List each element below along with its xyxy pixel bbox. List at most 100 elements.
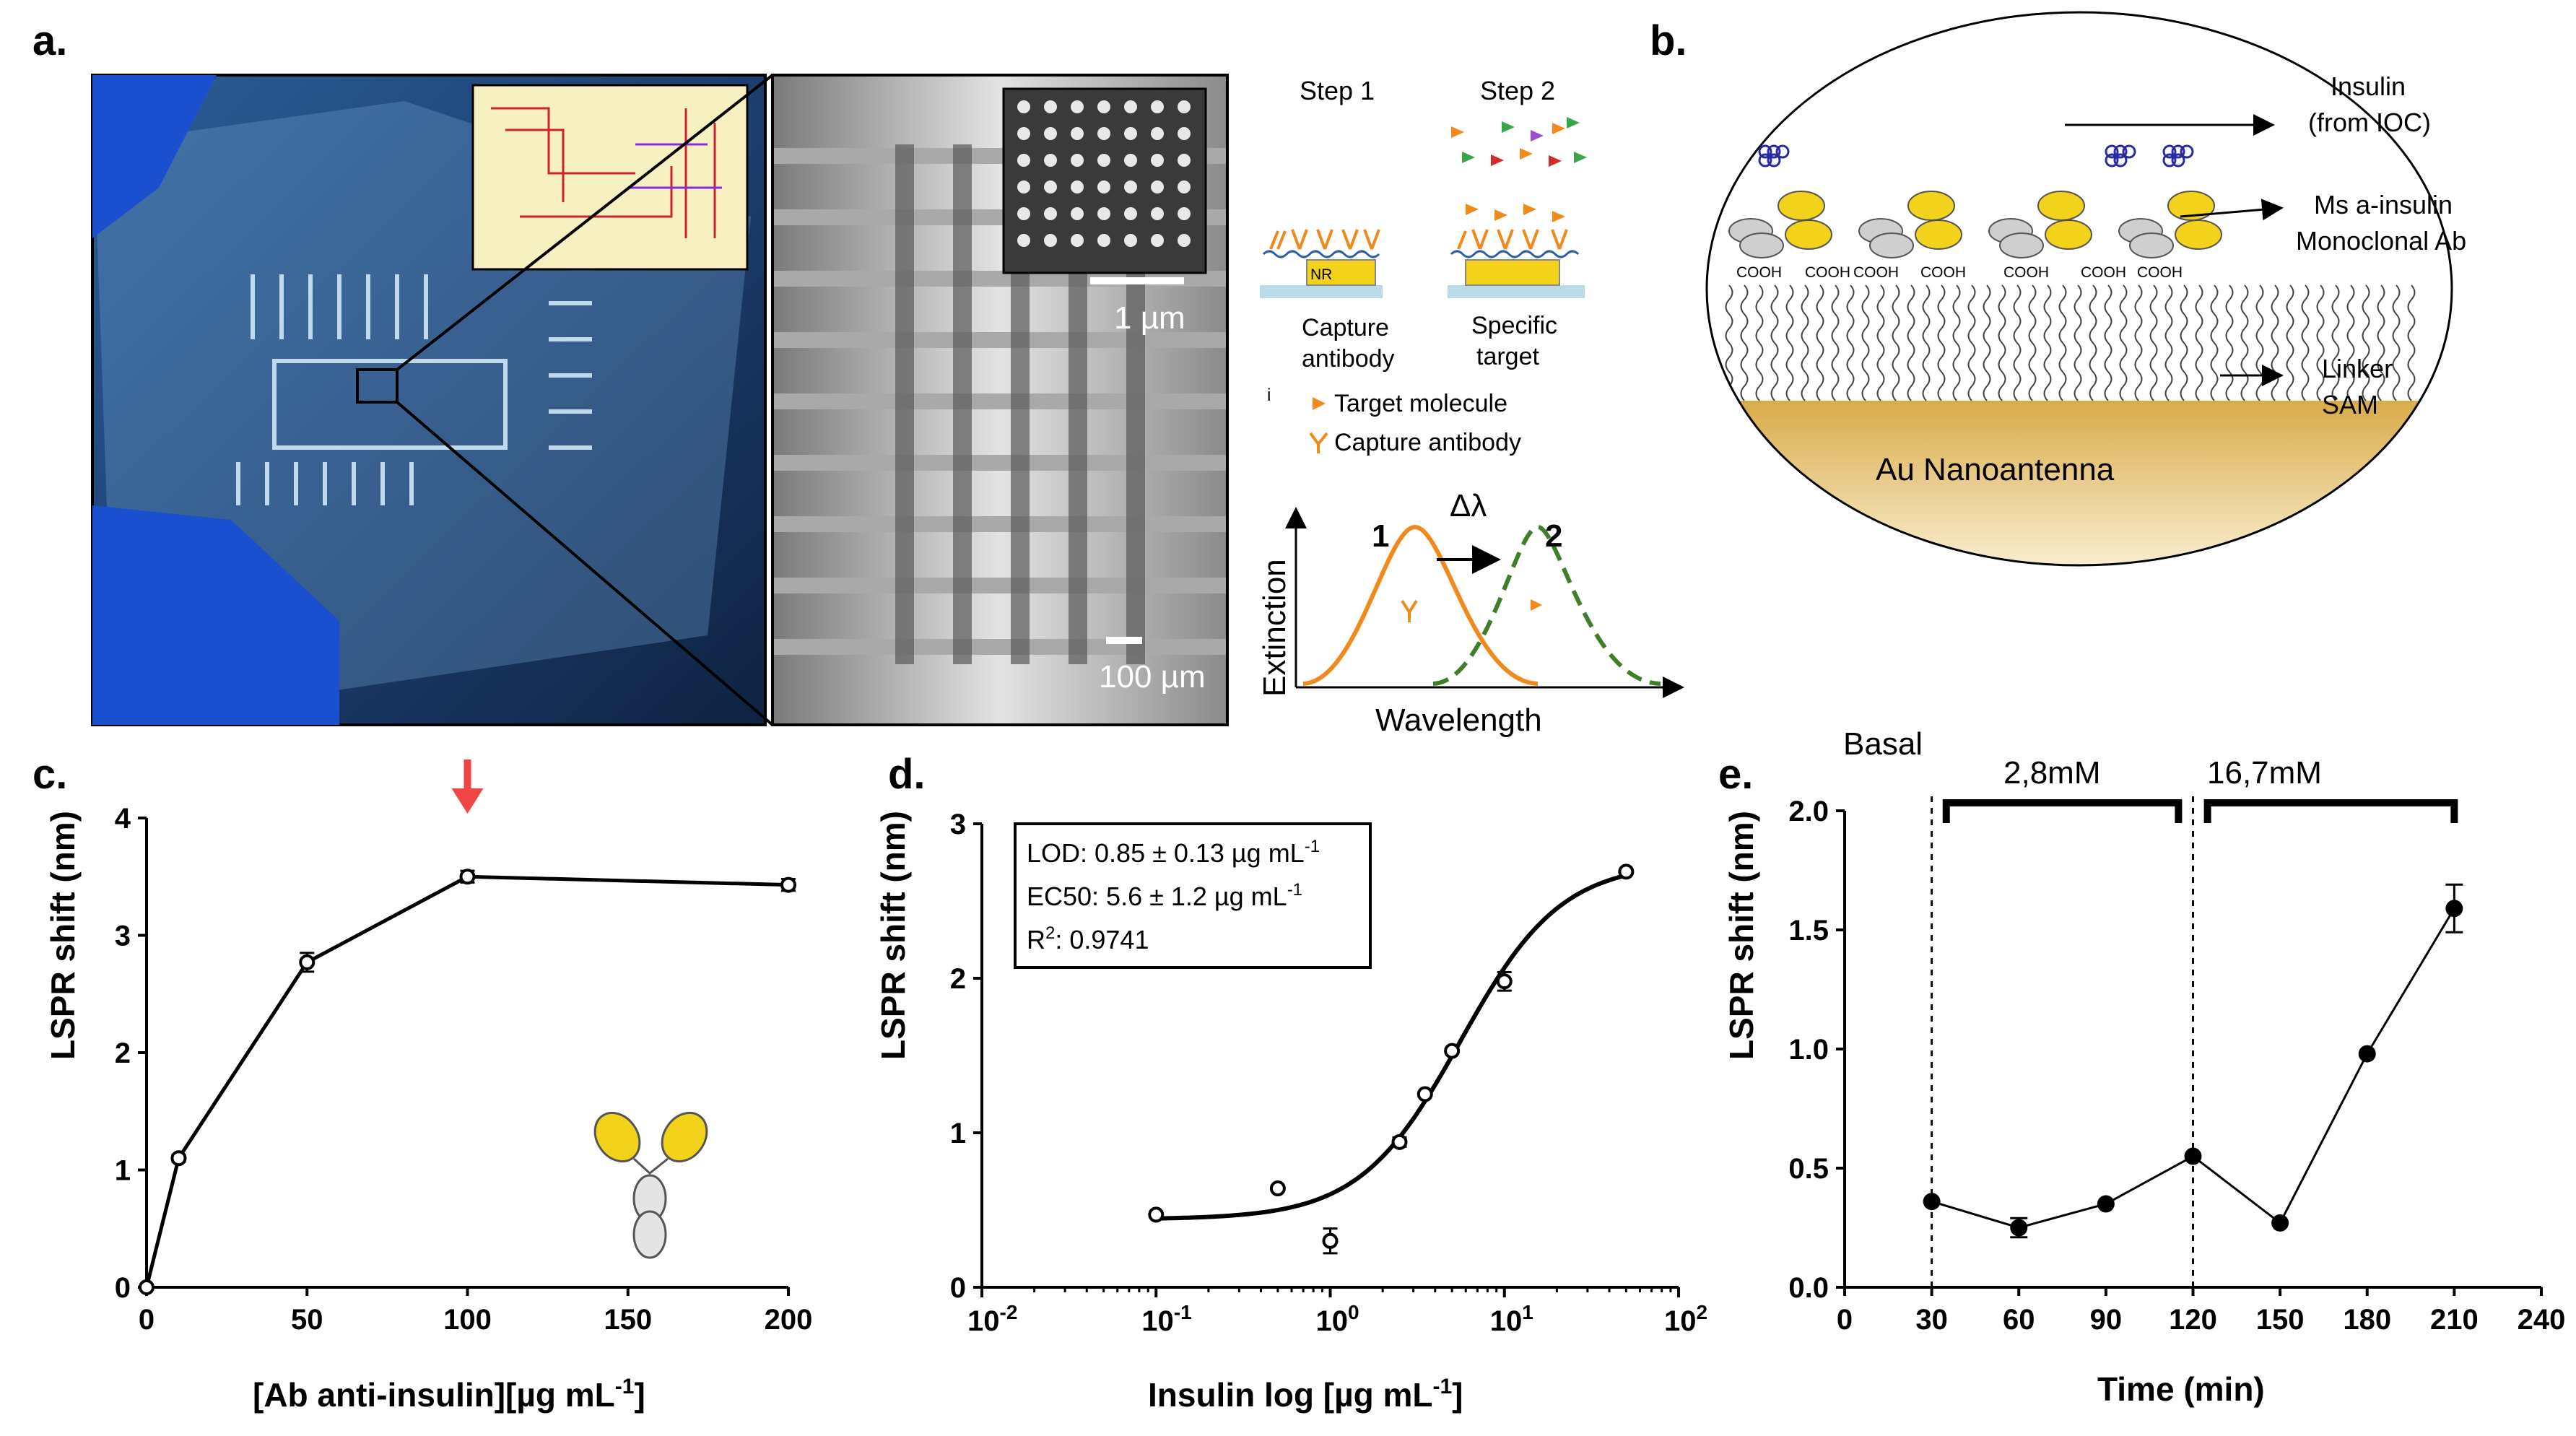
sam-chain	[2316, 284, 2325, 401]
chart-e-point	[2010, 1219, 2028, 1237]
sem-dot	[1097, 154, 1110, 167]
insulin-molecule	[1758, 144, 1772, 159]
antibody-fab	[1785, 219, 1832, 250]
sam-chain	[2119, 284, 2128, 401]
sam-chain	[2301, 284, 2310, 401]
chart-e-xlabel: Time (min)	[2097, 1370, 2265, 1408]
sam-chain	[2331, 284, 2340, 401]
chart-d-point	[1148, 1206, 1165, 1223]
extinction-plot: Δλ 1 2 Extinction Wavelength	[1257, 488, 1684, 738]
sam-chain	[1876, 284, 1885, 401]
sem-dot	[1151, 207, 1164, 220]
chart-c-y-tick-label: 4	[115, 803, 131, 835]
sem-dot	[1044, 154, 1057, 167]
insulin-molecule	[1767, 153, 1781, 167]
cooh-row: COOH COOH COOH COOH COOH COOH COOH	[1736, 264, 2183, 281]
chart-e-point	[2097, 1195, 2115, 1213]
tick-base: 10	[1490, 1305, 1523, 1337]
legend-r2: R2: 0.9741	[1027, 923, 1149, 954]
substrate-label: Au Nanoantenna	[1876, 452, 2115, 487]
phase-high-glucose-label: 16,7mM	[2207, 755, 2322, 791]
sam-chain	[2210, 284, 2219, 401]
legend-ec50: EC50: 5.6 ± 1.2 µg mL-1	[1027, 880, 1302, 911]
sam-chain	[2104, 284, 2112, 401]
chart-c-point	[299, 954, 316, 970]
sam-chain	[1816, 284, 1824, 401]
sem-dot	[1044, 100, 1057, 113]
chart-d-y-tick-label: 0	[950, 1272, 966, 1304]
sam-chain	[2271, 284, 2279, 401]
panel-label-b: b.	[1650, 17, 1687, 64]
sam-chain	[1922, 284, 1931, 401]
legend-r2-tail: : 0.9741	[1055, 925, 1149, 954]
chart-c-point	[170, 1150, 187, 1167]
sem-dot	[1124, 207, 1137, 220]
assay-schematic: Step 1 Step 2 NR Capture antibody	[1260, 76, 1587, 456]
tick-exponent: 0	[1348, 1301, 1359, 1323]
linker-sublabel: SAM	[2322, 390, 2378, 419]
cooh-label: COOH	[1736, 264, 1782, 281]
cooh-label: COOH	[2081, 264, 2126, 281]
chart-d-y-tick-label: 3	[950, 809, 966, 840]
peak-1-label: 1	[1372, 518, 1389, 554]
tick-base: 10	[1141, 1305, 1174, 1337]
chart-c-x-tick-label: 200	[765, 1304, 813, 1336]
sem-dot	[1071, 100, 1084, 113]
cooh-label: COOH	[2003, 264, 2049, 281]
fit-legend-box	[1014, 822, 1372, 969]
panel-label-c: c.	[32, 751, 67, 798]
antibody-label: Ms a-insulin	[2314, 190, 2453, 219]
sem-dot	[1151, 100, 1164, 113]
sam-chain	[2028, 284, 2037, 401]
tick-exponent: 2	[1697, 1301, 1708, 1323]
sem-dot	[1071, 234, 1084, 247]
chart-d: LSPR shift (nm) Insulin log [µg mL-1] LO…	[874, 809, 1707, 1414]
sem-dot	[1124, 180, 1137, 193]
chart-d-point	[1391, 1133, 1408, 1150]
scalebar-1um	[1090, 277, 1184, 284]
insulin-molecule	[1767, 144, 1781, 159]
sem-dot	[1097, 100, 1110, 113]
scalebar-100um-label: 100 µm	[1099, 659, 1206, 695]
cooh-label: COOH	[1805, 264, 1850, 281]
chart-d-x-tick-label: 10-1	[1141, 1301, 1191, 1337]
chart-c-y-tick-label: 2	[115, 1037, 131, 1069]
chart-e-y-tick-label: 1.5	[1788, 915, 1829, 947]
legend-ec50-text: EC50: 5.6 ± 1.2 µg mL	[1027, 882, 1287, 911]
chart-d-point	[1417, 1086, 1433, 1102]
step1-sam	[1262, 250, 1380, 258]
sam-chain	[2195, 284, 2203, 401]
sem-dot	[1124, 154, 1137, 167]
chart-d-point	[1322, 1232, 1339, 1249]
chart-e-x-tick-label: 0	[1837, 1304, 1853, 1336]
antibody-fab	[661, 1111, 708, 1163]
insulin-molecule	[2171, 144, 2185, 159]
sam-chain	[2074, 284, 2082, 401]
schematic-circle	[1705, 11, 2453, 567]
antibody-arrow	[2180, 199, 2284, 221]
sem-dot	[1071, 154, 1084, 167]
sem-dot	[1097, 234, 1110, 247]
sem-dot	[1097, 127, 1110, 140]
sem-dot	[1071, 127, 1084, 140]
sem-dot	[1044, 207, 1057, 220]
antibody-illustration	[593, 1111, 708, 1259]
sem-dot	[1178, 234, 1191, 247]
sem-dot	[1151, 180, 1164, 193]
chart-e: LSPR shift (nm) Time (min) Basal 2,8mM 1…	[1723, 726, 2565, 1408]
sam-chain	[1983, 284, 1991, 401]
step2-substrate	[1448, 285, 1585, 298]
peak-2-label: 2	[1545, 518, 1562, 554]
legend-ec50-sup: -1	[1287, 880, 1302, 900]
insulin-molecule	[2105, 144, 2119, 159]
sam-chain	[2225, 284, 2234, 401]
sem-dot	[1151, 234, 1164, 247]
glove-finger-top	[92, 75, 217, 238]
antibody-fab	[593, 1111, 641, 1163]
antibody-glyph	[1401, 599, 1418, 622]
sem-dot	[1017, 234, 1030, 247]
sem-dot	[1017, 180, 1030, 193]
insulin-molecule	[2122, 144, 2136, 159]
step1-nanorod	[1306, 259, 1376, 286]
sam-chain	[2392, 284, 2401, 401]
